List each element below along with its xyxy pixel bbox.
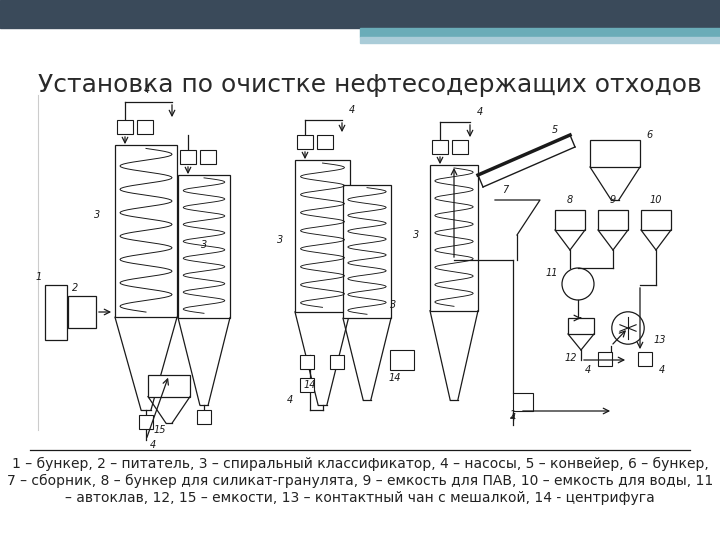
- Circle shape: [562, 268, 594, 300]
- Text: 4: 4: [287, 395, 293, 405]
- Circle shape: [612, 312, 644, 344]
- Bar: [452, 140, 468, 154]
- Bar: [139, 415, 153, 429]
- Bar: [598, 352, 612, 366]
- Text: 3: 3: [277, 235, 283, 245]
- Text: 4: 4: [659, 365, 665, 375]
- Bar: [598, 210, 628, 230]
- Text: 4: 4: [150, 440, 156, 450]
- Text: 1: 1: [36, 272, 42, 282]
- Text: 7 – сборник, 8 – бункер для силикат-гранулята, 9 – емкость для ПАВ, 10 – емкость: 7 – сборник, 8 – бункер для силикат-гран…: [7, 474, 713, 488]
- Bar: [317, 135, 333, 149]
- Bar: [330, 355, 344, 369]
- Text: 1 – бункер, 2 – питатель, 3 – спиральный классификатор, 4 – насосы, 5 – конвейер: 1 – бункер, 2 – питатель, 3 – спиральный…: [12, 457, 708, 471]
- Bar: [178, 175, 230, 318]
- Text: 15: 15: [154, 425, 166, 435]
- Bar: [641, 210, 671, 230]
- Bar: [638, 352, 652, 366]
- Bar: [137, 120, 153, 134]
- Bar: [115, 145, 177, 317]
- Text: 3: 3: [94, 210, 100, 220]
- Bar: [343, 185, 391, 318]
- Text: 7: 7: [502, 185, 508, 195]
- Bar: [432, 140, 448, 154]
- Text: – автоклав, 12, 15 – емкости, 13 – контактный чан с мешалкой, 14 - центрифуга: – автоклав, 12, 15 – емкости, 13 – конта…: [65, 491, 655, 505]
- Text: 4: 4: [477, 107, 483, 117]
- Bar: [390, 350, 414, 370]
- Bar: [590, 140, 640, 167]
- Text: 2: 2: [72, 283, 78, 293]
- Text: 4: 4: [349, 105, 355, 115]
- Text: Установка по очистке нефтесодержащих отходов: Установка по очистке нефтесодержащих отх…: [38, 73, 702, 97]
- Text: 4: 4: [585, 365, 591, 375]
- Text: 11: 11: [546, 268, 558, 278]
- Bar: [513, 393, 533, 411]
- Bar: [295, 160, 350, 312]
- Bar: [68, 296, 96, 328]
- Text: 6: 6: [647, 130, 653, 140]
- Text: 12: 12: [564, 353, 577, 363]
- Text: 9: 9: [610, 195, 616, 205]
- Bar: [300, 355, 314, 369]
- Text: 1: 1: [510, 410, 516, 420]
- Bar: [0, 0, 720, 28]
- Text: 10: 10: [649, 195, 662, 205]
- Bar: [300, 378, 314, 392]
- Bar: [430, 165, 478, 310]
- Bar: [200, 150, 216, 164]
- Bar: [45, 285, 67, 340]
- Text: 3: 3: [201, 240, 207, 250]
- Text: 8: 8: [567, 195, 573, 205]
- Bar: [148, 375, 190, 396]
- Text: 3: 3: [413, 230, 419, 240]
- Text: 4: 4: [144, 85, 150, 95]
- Text: 5: 5: [552, 125, 558, 135]
- Text: 3: 3: [390, 300, 396, 310]
- Text: 4: 4: [510, 413, 516, 423]
- Bar: [117, 120, 133, 134]
- Bar: [555, 210, 585, 230]
- Bar: [360, 28, 720, 37]
- Bar: [180, 150, 196, 164]
- Bar: [360, 37, 720, 43]
- Text: 14: 14: [389, 373, 401, 383]
- Bar: [568, 318, 594, 334]
- Text: 14: 14: [304, 380, 316, 390]
- Text: 13: 13: [654, 335, 666, 345]
- Bar: [297, 135, 313, 149]
- Bar: [197, 410, 211, 424]
